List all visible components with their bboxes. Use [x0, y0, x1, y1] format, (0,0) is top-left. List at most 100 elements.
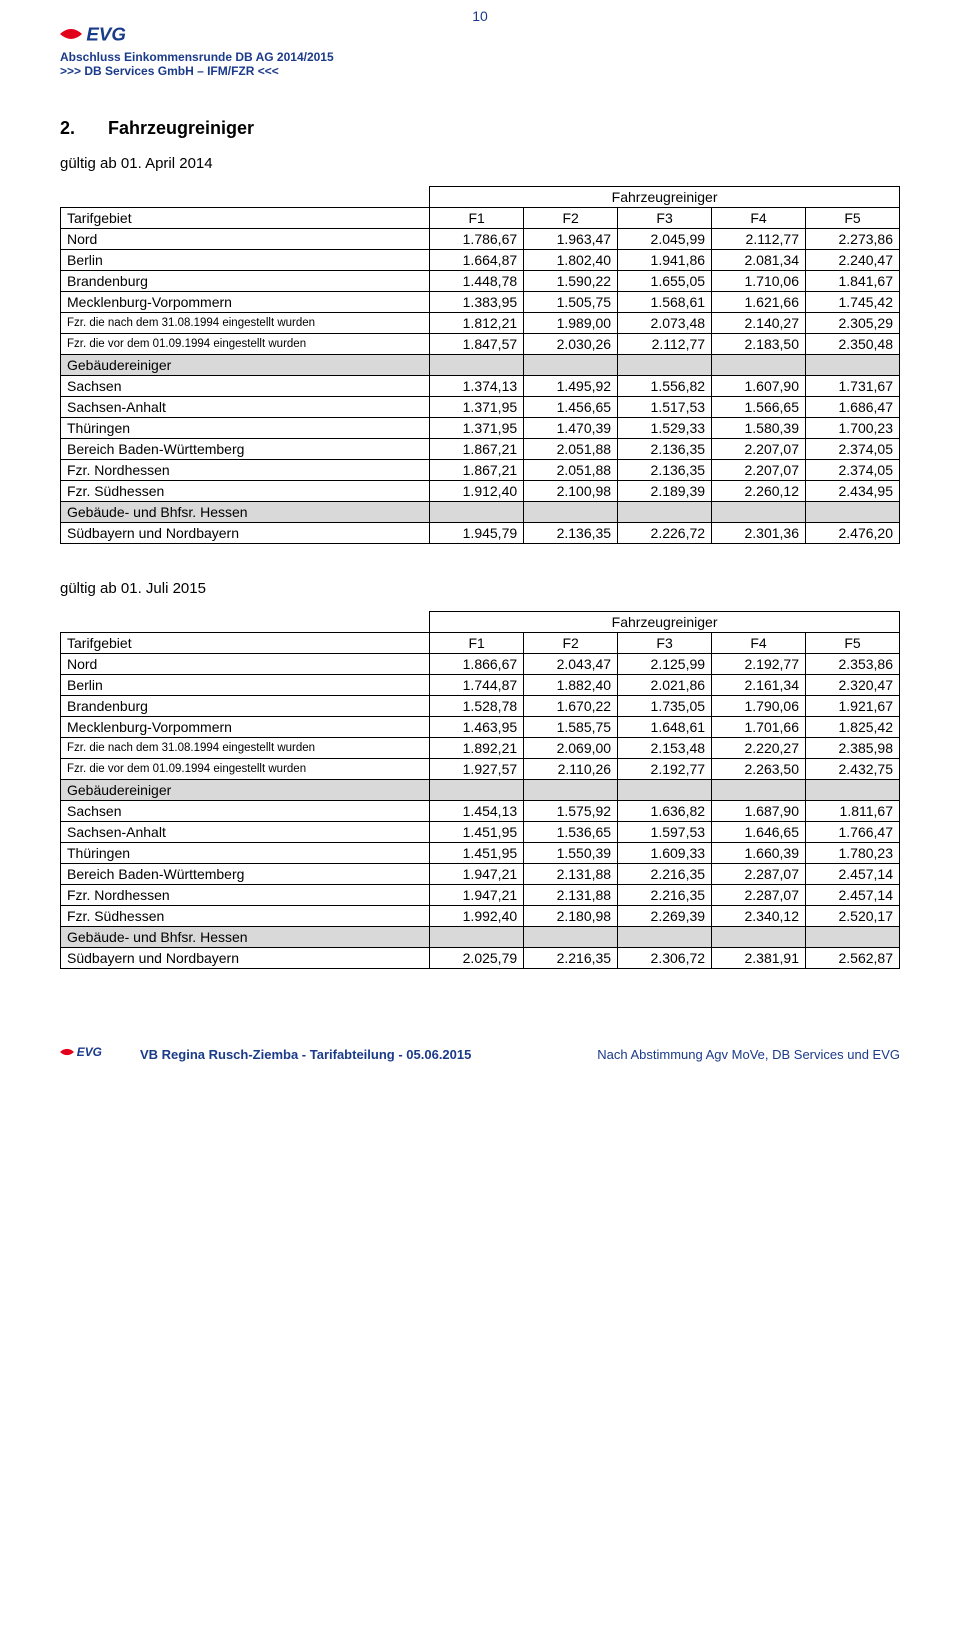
cell-value: 2.320,47: [806, 675, 900, 696]
cell-value: 1.568,61: [618, 292, 712, 313]
row-label: Mecklenburg-Vorpommern: [61, 717, 430, 738]
footer: EVG VB Regina Rusch-Ziemba - Tarifabteil…: [0, 1045, 960, 1084]
row-label: Mecklenburg-Vorpommern: [61, 292, 430, 313]
cell-value: 2.131,88: [524, 885, 618, 906]
cell-value: [806, 502, 900, 523]
col-header: F1: [430, 208, 524, 229]
row-label: Südbayern und Nordbayern: [61, 523, 430, 544]
table-row: Gebäude- und Bhfsr. Hessen: [61, 502, 900, 523]
cell-value: 1.745,42: [806, 292, 900, 313]
cell-value: [430, 502, 524, 523]
cell-value: 1.636,82: [618, 801, 712, 822]
row-label: Fzr. Südhessen: [61, 906, 430, 927]
cell-value: 2.051,88: [524, 460, 618, 481]
cell-value: 2.125,99: [618, 654, 712, 675]
cell-value: 2.180,98: [524, 906, 618, 927]
cell-value: 1.655,05: [618, 271, 712, 292]
row-label: Fzr. die nach dem 31.08.1994 eingestellt…: [61, 738, 430, 759]
cell-value: 2.260,12: [712, 481, 806, 502]
cell-value: 1.882,40: [524, 675, 618, 696]
cell-value: 1.825,42: [806, 717, 900, 738]
cell-value: 2.374,05: [806, 460, 900, 481]
cell-value: [430, 927, 524, 948]
table-row: Sachsen1.374,131.495,921.556,821.607,901…: [61, 376, 900, 397]
cell-value: 2.220,27: [712, 738, 806, 759]
cell-value: 1.529,33: [618, 418, 712, 439]
header-line2: >>> DB Services GmbH – IFM/FZR <<<: [60, 64, 900, 78]
col-header: F5: [806, 208, 900, 229]
cell-value: 2.374,05: [806, 439, 900, 460]
table-row: Fzr. die vor dem 01.09.1994 eingestellt …: [61, 759, 900, 780]
page-content: 10 EVG Abschluss Einkommensrunde DB AG 2…: [0, 0, 960, 1045]
cell-value: 1.448,78: [430, 271, 524, 292]
table-row: Fzr. Südhessen1.912,402.100,982.189,392.…: [61, 481, 900, 502]
cell-value: 1.451,95: [430, 843, 524, 864]
cell-value: 1.371,95: [430, 418, 524, 439]
table-row: Thüringen1.371,951.470,391.529,331.580,3…: [61, 418, 900, 439]
cell-value: 1.646,65: [712, 822, 806, 843]
row-label: Nord: [61, 654, 430, 675]
cell-value: 2.269,39: [618, 906, 712, 927]
table-row: Gebäudereiniger: [61, 780, 900, 801]
section-name: Fahrzeugreiniger: [108, 118, 254, 138]
cell-value: 2.183,50: [712, 334, 806, 355]
cell-value: 2.562,87: [806, 948, 900, 969]
cell-value: 1.550,39: [524, 843, 618, 864]
row-label: Sachsen-Anhalt: [61, 397, 430, 418]
cell-value: [806, 780, 900, 801]
cell-value: 2.192,77: [712, 654, 806, 675]
table-row: Berlin1.744,871.882,402.021,862.161,342.…: [61, 675, 900, 696]
cell-value: 1.580,39: [712, 418, 806, 439]
cell-value: 1.735,05: [618, 696, 712, 717]
cell-value: 2.476,20: [806, 523, 900, 544]
col-header: F4: [712, 208, 806, 229]
cell-value: 1.866,67: [430, 654, 524, 675]
table-row: Fzr. Nordhessen1.867,212.051,882.136,352…: [61, 460, 900, 481]
row-label: Nord: [61, 229, 430, 250]
table-row: Brandenburg1.528,781.670,221.735,051.790…: [61, 696, 900, 717]
col-header: F4: [712, 633, 806, 654]
page-number: 10: [472, 8, 488, 24]
section-number: 2.: [60, 118, 75, 138]
row-label: Sachsen: [61, 801, 430, 822]
cell-value: [430, 355, 524, 376]
row-label: Fzr. Südhessen: [61, 481, 430, 502]
cell-value: [524, 780, 618, 801]
col-header: F5: [806, 633, 900, 654]
table-row: Brandenburg1.448,781.590,221.655,051.710…: [61, 271, 900, 292]
row-label: Fzr. Nordhessen: [61, 885, 430, 906]
cell-value: 2.273,86: [806, 229, 900, 250]
cell-value: 2.131,88: [524, 864, 618, 885]
cell-value: 1.456,65: [524, 397, 618, 418]
cell-value: 1.927,57: [430, 759, 524, 780]
header-block: EVG Abschluss Einkommensrunde DB AG 2014…: [60, 20, 900, 78]
evg-logo-small: EVG: [60, 1045, 130, 1064]
cell-value: 2.457,14: [806, 885, 900, 906]
cell-value: 2.069,00: [524, 738, 618, 759]
cell-value: 2.306,72: [618, 948, 712, 969]
col-header: Tarifgebiet: [61, 633, 430, 654]
cell-value: 1.495,92: [524, 376, 618, 397]
cell-value: 2.192,77: [618, 759, 712, 780]
row-label: Sachsen: [61, 376, 430, 397]
table-row: Sachsen-Anhalt1.451,951.536,651.597,531.…: [61, 822, 900, 843]
table-row: Mecklenburg-Vorpommern1.463,951.585,751.…: [61, 717, 900, 738]
cell-value: 1.609,33: [618, 843, 712, 864]
cell-value: 2.263,50: [712, 759, 806, 780]
row-label: Sachsen-Anhalt: [61, 822, 430, 843]
table-row: Fahrzeugreiniger: [61, 612, 900, 633]
cell-value: 1.686,47: [806, 397, 900, 418]
table-row: Tarifgebiet F1 F2 F3 F4 F5: [61, 208, 900, 229]
row-label: Bereich Baden-Württemberg: [61, 864, 430, 885]
cell-value: 2.045,99: [618, 229, 712, 250]
row-label: Brandenburg: [61, 696, 430, 717]
cell-value: 1.463,95: [430, 717, 524, 738]
cell-value: 1.710,06: [712, 271, 806, 292]
table-row: Sachsen1.454,131.575,921.636,821.687,901…: [61, 801, 900, 822]
row-label: Fzr. die vor dem 01.09.1994 eingestellt …: [61, 759, 430, 780]
table-row: Fzr. Südhessen1.992,402.180,982.269,392.…: [61, 906, 900, 927]
cell-value: 1.454,13: [430, 801, 524, 822]
cell-value: 2.207,07: [712, 460, 806, 481]
cell-value: 2.136,35: [618, 460, 712, 481]
cell-value: 1.963,47: [524, 229, 618, 250]
